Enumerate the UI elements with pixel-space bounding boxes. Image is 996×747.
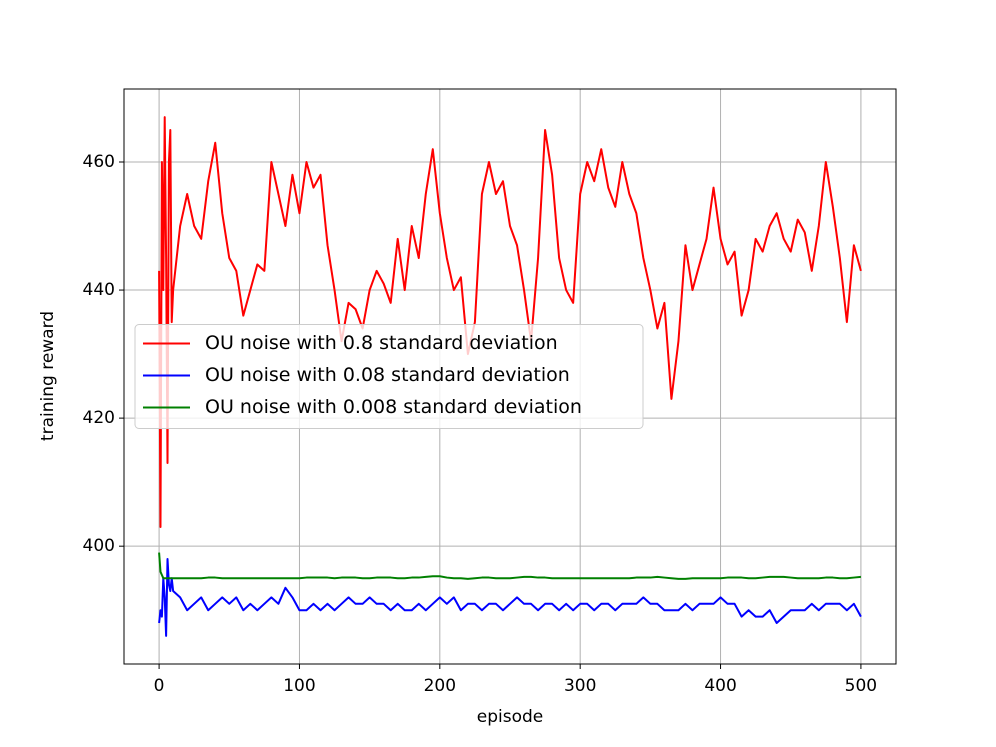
- y-tick-label: 440: [83, 280, 115, 300]
- legend-box: [134, 324, 644, 429]
- legend: OU noise with 0.8 standard deviation OU n…: [134, 324, 644, 429]
- y-tick-label: 420: [83, 408, 115, 428]
- plot-frame: [123, 88, 897, 665]
- x-tick-label: 200: [424, 676, 456, 696]
- legend-label: OU noise with 0.008 standard deviation: [205, 396, 582, 418]
- x-tick-label: 0: [154, 676, 165, 696]
- y-axis-label: training reward: [38, 311, 58, 441]
- x-axis-label: episode: [477, 707, 543, 727]
- y-tick-label: 400: [83, 536, 115, 556]
- legend-label: OU noise with 0.08 standard deviation: [205, 364, 570, 386]
- y-tick-label: 460: [83, 152, 115, 172]
- series-line: [158, 552, 862, 580]
- x-tick-label: 100: [283, 676, 315, 696]
- legend-label: OU noise with 0.8 standard deviation: [205, 332, 558, 354]
- x-tick-label: 400: [704, 676, 736, 696]
- series-line: [158, 557, 862, 637]
- x-tick-label: 300: [564, 676, 596, 696]
- x-tick-label: 500: [845, 676, 877, 696]
- series-line: [158, 116, 862, 528]
